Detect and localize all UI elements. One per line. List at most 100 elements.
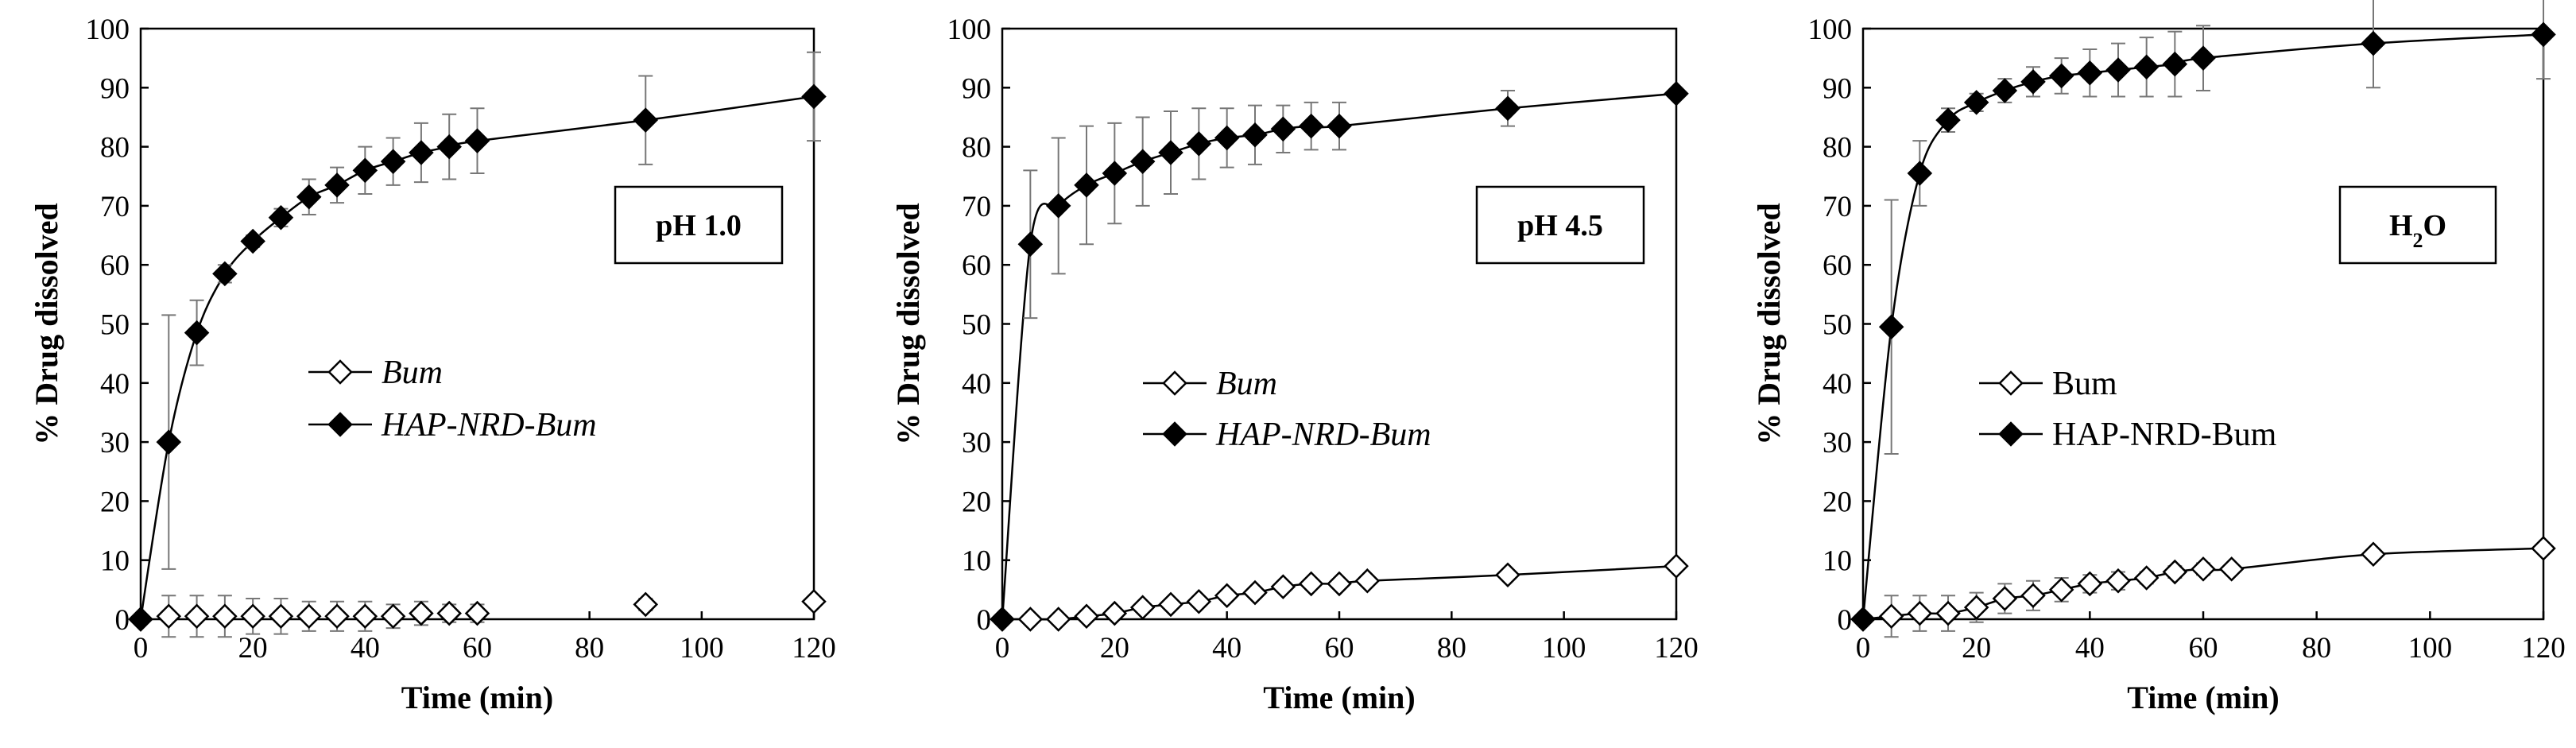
y-tick-label: 50 xyxy=(962,309,991,342)
data-point xyxy=(1907,161,1933,186)
y-tick-label: 70 xyxy=(962,191,991,223)
y-tick-label: 30 xyxy=(100,427,130,459)
y-tick-label: 60 xyxy=(962,250,991,282)
series-bum xyxy=(1850,536,2556,638)
legend-marker xyxy=(1998,370,2024,396)
data-point xyxy=(268,204,294,231)
data-point xyxy=(2020,583,2046,609)
data-point xyxy=(2218,556,2245,582)
y-tick-label: 90 xyxy=(1823,72,1852,105)
y-tick-label: 20 xyxy=(100,486,130,518)
legend-marker xyxy=(1162,370,1187,396)
data-point xyxy=(2191,556,2216,582)
data-point xyxy=(184,320,210,346)
legend-label: HAP-NRD-Bum xyxy=(1215,417,1431,453)
x-axis-title: Time (min) xyxy=(401,680,553,715)
legend: Bum HAP-NRD-Bum xyxy=(1979,366,2277,453)
y-tick-label: 100 xyxy=(86,14,130,46)
y-tick-label: 90 xyxy=(962,72,991,105)
data-point xyxy=(409,140,434,165)
legend-label: HAP-NRD-Bum xyxy=(381,407,597,444)
data-point xyxy=(268,603,294,630)
data-point xyxy=(2105,568,2131,594)
data-point xyxy=(212,603,238,630)
data-point xyxy=(1017,231,1044,257)
data-point xyxy=(2077,571,2103,597)
x-tick-label: 40 xyxy=(2075,632,2105,665)
data-point xyxy=(1907,600,1933,626)
data-point xyxy=(1878,603,1904,630)
y-axis-title: % Drug dissolved xyxy=(1751,203,1787,445)
data-point xyxy=(1354,568,1381,594)
y-tick-label: 70 xyxy=(1823,191,1852,223)
data-point xyxy=(1270,574,1296,599)
series-hap-nrd-bum xyxy=(1850,0,2556,632)
data-point xyxy=(2191,45,2216,71)
data-point xyxy=(1214,583,1240,609)
y-tick-label: 40 xyxy=(100,368,130,401)
data-point xyxy=(128,607,153,632)
y-tick-label: 10 xyxy=(962,545,991,578)
y-tick-label: 40 xyxy=(1823,368,1852,401)
condition-label-main: H xyxy=(2389,209,2413,242)
y-tick-label: 100 xyxy=(1808,14,1853,46)
data-point xyxy=(324,172,350,198)
y-tick-label: 80 xyxy=(962,132,991,165)
data-point xyxy=(1186,588,1212,614)
x-tick-label: 100 xyxy=(2408,632,2453,665)
data-point xyxy=(2105,57,2131,83)
y-tick-label: 20 xyxy=(1823,486,1852,518)
x-tick-label: 20 xyxy=(1962,632,1991,665)
data-point xyxy=(436,134,462,160)
legend-label: Bum xyxy=(382,355,443,391)
data-point xyxy=(1495,562,1520,588)
y-tick-label: 100 xyxy=(947,14,992,46)
data-point xyxy=(380,149,406,174)
y-tick-label: 90 xyxy=(100,72,130,105)
y-tick-label: 60 xyxy=(100,250,130,282)
series-hap-nrd-bum xyxy=(128,51,827,632)
data-point xyxy=(1158,591,1183,618)
legend: Bum HAP-NRD-Bum xyxy=(308,355,597,444)
x-tick-label: 120 xyxy=(792,632,836,665)
data-point xyxy=(1270,116,1296,142)
condition-box xyxy=(2338,185,2497,265)
chart-panel-2: 0 10 20 30 40 50 60 70 80 90 100 0 20 40 60 80 100 120 Tim… xyxy=(890,14,1699,715)
data-point xyxy=(1017,607,1044,632)
condition-box xyxy=(614,185,784,265)
x-tick-label: 80 xyxy=(1437,632,1466,665)
data-point xyxy=(1327,571,1352,597)
data-point xyxy=(1045,193,1071,219)
data-point xyxy=(1495,95,1520,122)
data-point xyxy=(2048,63,2074,89)
y-tick-label: 50 xyxy=(1823,309,1852,342)
x-tick-label: 120 xyxy=(2521,632,2566,665)
series-bum xyxy=(128,588,827,638)
data-point xyxy=(240,228,265,254)
data-point xyxy=(296,603,322,630)
data-point xyxy=(2361,541,2386,568)
data-point xyxy=(1298,571,1324,597)
data-point xyxy=(1242,579,1268,606)
data-point xyxy=(990,607,1015,632)
data-point xyxy=(2133,54,2160,80)
data-point xyxy=(1102,600,1128,626)
data-point xyxy=(464,128,490,153)
data-point xyxy=(1963,90,1989,115)
condition-label: pH 1.0 xyxy=(656,209,742,242)
legend-label: HAP-NRD-Bum xyxy=(2052,417,2277,453)
data-point xyxy=(156,429,182,455)
condition-box xyxy=(1475,185,1645,265)
y-tick-label: 0 xyxy=(977,604,992,637)
chart-panel-1: 0 10 20 30 40 50 60 70 80 90 100 0 20 40 60 80 100 120 Tim… xyxy=(29,14,836,715)
data-point xyxy=(633,591,659,618)
x-tick-label: 0 xyxy=(134,632,149,665)
x-tick-label: 120 xyxy=(1654,632,1699,665)
data-point xyxy=(2531,536,2556,561)
data-point xyxy=(240,603,265,630)
data-point xyxy=(1878,314,1904,339)
data-point xyxy=(212,261,238,287)
chart-panel-3: 0 10 20 30 40 50 60 70 80 90 100 0 20 40 60 80 100 120 Tim… xyxy=(1751,0,2566,715)
data-point xyxy=(1158,140,1183,165)
